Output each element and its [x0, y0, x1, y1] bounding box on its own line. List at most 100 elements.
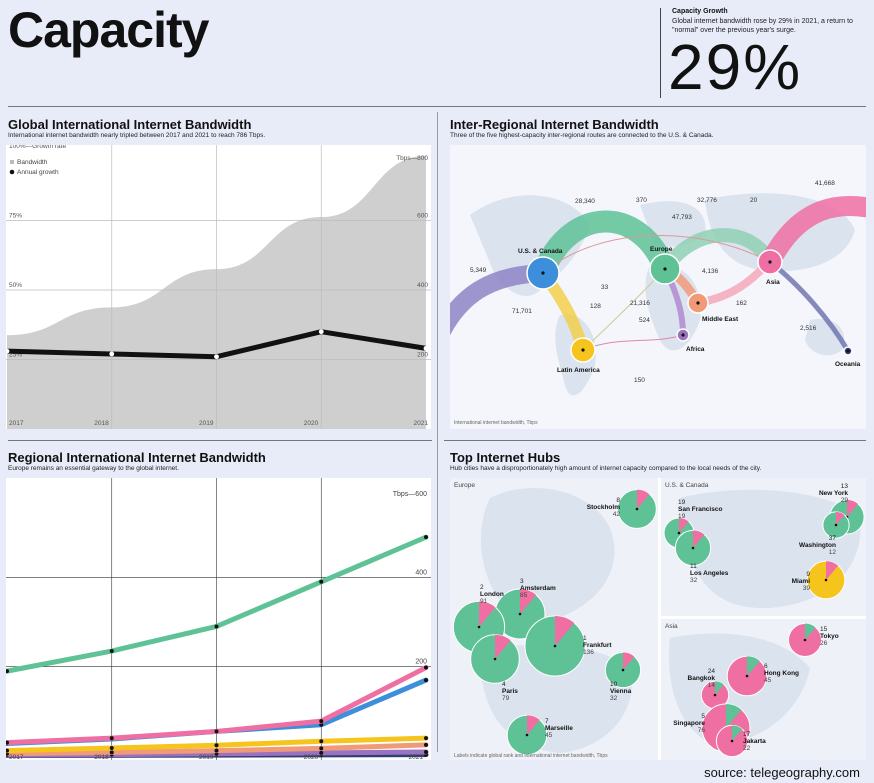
hub-center — [525, 733, 529, 737]
hub-center — [745, 674, 749, 678]
hub-tbps: 22 — [743, 745, 751, 752]
series-point — [319, 750, 324, 755]
hub-tbps: 42 — [613, 511, 621, 518]
route-label: 33 — [601, 284, 609, 291]
hub-rank: 4 — [502, 681, 506, 688]
arc-asia-us — [760, 195, 866, 272]
hub-rank: 2 — [480, 584, 484, 591]
x-tick-label: 2021 — [409, 754, 424, 760]
hub-center — [621, 668, 625, 672]
hub-rank: 17 — [743, 731, 751, 738]
hub-bangkok — [700, 680, 730, 710]
growth-point — [109, 351, 115, 357]
hub-rank: 11 — [690, 563, 697, 570]
y-left-tick-label: 75% — [9, 213, 22, 220]
route-label: 4,136 — [702, 268, 719, 275]
series-point — [6, 748, 9, 753]
hub-washington — [822, 511, 850, 539]
series-point — [319, 739, 324, 744]
region-node-center — [581, 348, 585, 352]
x-tick-label: 2019 — [199, 754, 214, 760]
series-point — [214, 743, 219, 748]
route-label: 370 — [636, 197, 647, 204]
hub-center — [803, 638, 807, 642]
hub-city: Miami — [792, 578, 811, 585]
y-right-tick-label: 400 — [417, 282, 428, 289]
series-point — [214, 624, 219, 629]
x-tick-label: 2020 — [304, 420, 319, 427]
hub-slice — [623, 652, 635, 670]
series-point — [109, 750, 114, 755]
hub-city: Stockholm — [587, 504, 620, 511]
x-tick-label: 2017 — [9, 754, 24, 760]
hub-city: Paris — [502, 688, 518, 695]
hub-tbps: 32 — [610, 695, 618, 702]
hub-rank: 3 — [520, 578, 524, 585]
hub-rank: 15 — [820, 626, 828, 633]
hub-rank: 24 — [708, 668, 716, 675]
growth-point — [6, 348, 10, 354]
regional-subtitle: Europe remains an essential gateway to t… — [8, 465, 179, 472]
hub-city: Singapore — [673, 720, 705, 727]
hub-city: San Francisco — [678, 506, 722, 513]
route-label: 28,340 — [575, 198, 595, 205]
y-tick-label: Tbps—600 — [393, 491, 427, 498]
series-point — [6, 740, 9, 745]
growth-point — [318, 329, 324, 335]
region-label: Middle East — [702, 316, 739, 323]
hub-city: Amsterdam — [520, 585, 556, 592]
region-node-center — [681, 333, 685, 337]
hub-paris — [470, 634, 520, 684]
hub-tbps: 29 — [841, 497, 849, 504]
hubs-map-panel: Europe U.S. & Canada Asia 8 Stockholm 42 3 Amst… — [450, 478, 866, 760]
hub-city: Marseille — [545, 725, 573, 732]
hub-center — [677, 531, 681, 535]
global-title: Global International Internet Bandwidth — [8, 117, 252, 132]
arc-us-europe — [532, 210, 676, 284]
hub-slice — [847, 499, 859, 517]
y-tick-label: 400 — [415, 569, 427, 576]
hub-center — [730, 739, 734, 743]
growth-point — [423, 345, 429, 351]
hub-center — [493, 657, 497, 661]
hub-jakarta — [715, 724, 749, 758]
hub-rank: 5 — [701, 713, 705, 720]
route-label: 162 — [736, 300, 747, 307]
hub-center — [834, 523, 838, 527]
hub-slice — [693, 530, 705, 548]
hub-city: Jakarta — [743, 738, 766, 745]
growth-point — [214, 354, 219, 360]
region-label: U.S. & Canada — [518, 248, 563, 255]
region-node-center — [663, 267, 667, 271]
interregional-title: Inter-Regional Internet Bandwidth — [450, 117, 659, 132]
route-label: 41,668 — [815, 180, 835, 187]
arc-offscreen-west — [450, 264, 552, 336]
panel-label: Europe — [454, 482, 475, 489]
hub-city: Washington — [799, 542, 836, 549]
interregional-footnote: International internet bandwidth, Tbps — [454, 420, 538, 426]
region-label: Europe — [650, 246, 673, 253]
hub-frankfurt — [524, 615, 586, 677]
x-tick-label: 2020 — [304, 754, 319, 760]
hub-miami — [806, 560, 846, 600]
x-tick-label: 2019 — [199, 420, 214, 427]
region-label: Oceania — [835, 361, 861, 368]
hub-city: Bangkok — [688, 675, 716, 682]
hub-tbps: 39 — [803, 585, 811, 592]
y-left-tick-label: 100%—Growth rate — [9, 145, 66, 150]
series-asia — [6, 665, 429, 746]
hub-slice — [715, 681, 724, 695]
legend-bandwidth-label: Bandwidth — [17, 159, 48, 166]
growth-title: Capacity Growth — [672, 8, 728, 15]
y-left-tick-label: 50% — [9, 282, 22, 289]
series-europe — [6, 534, 429, 674]
mid-rule-right — [444, 440, 866, 441]
hub-center — [824, 578, 828, 582]
